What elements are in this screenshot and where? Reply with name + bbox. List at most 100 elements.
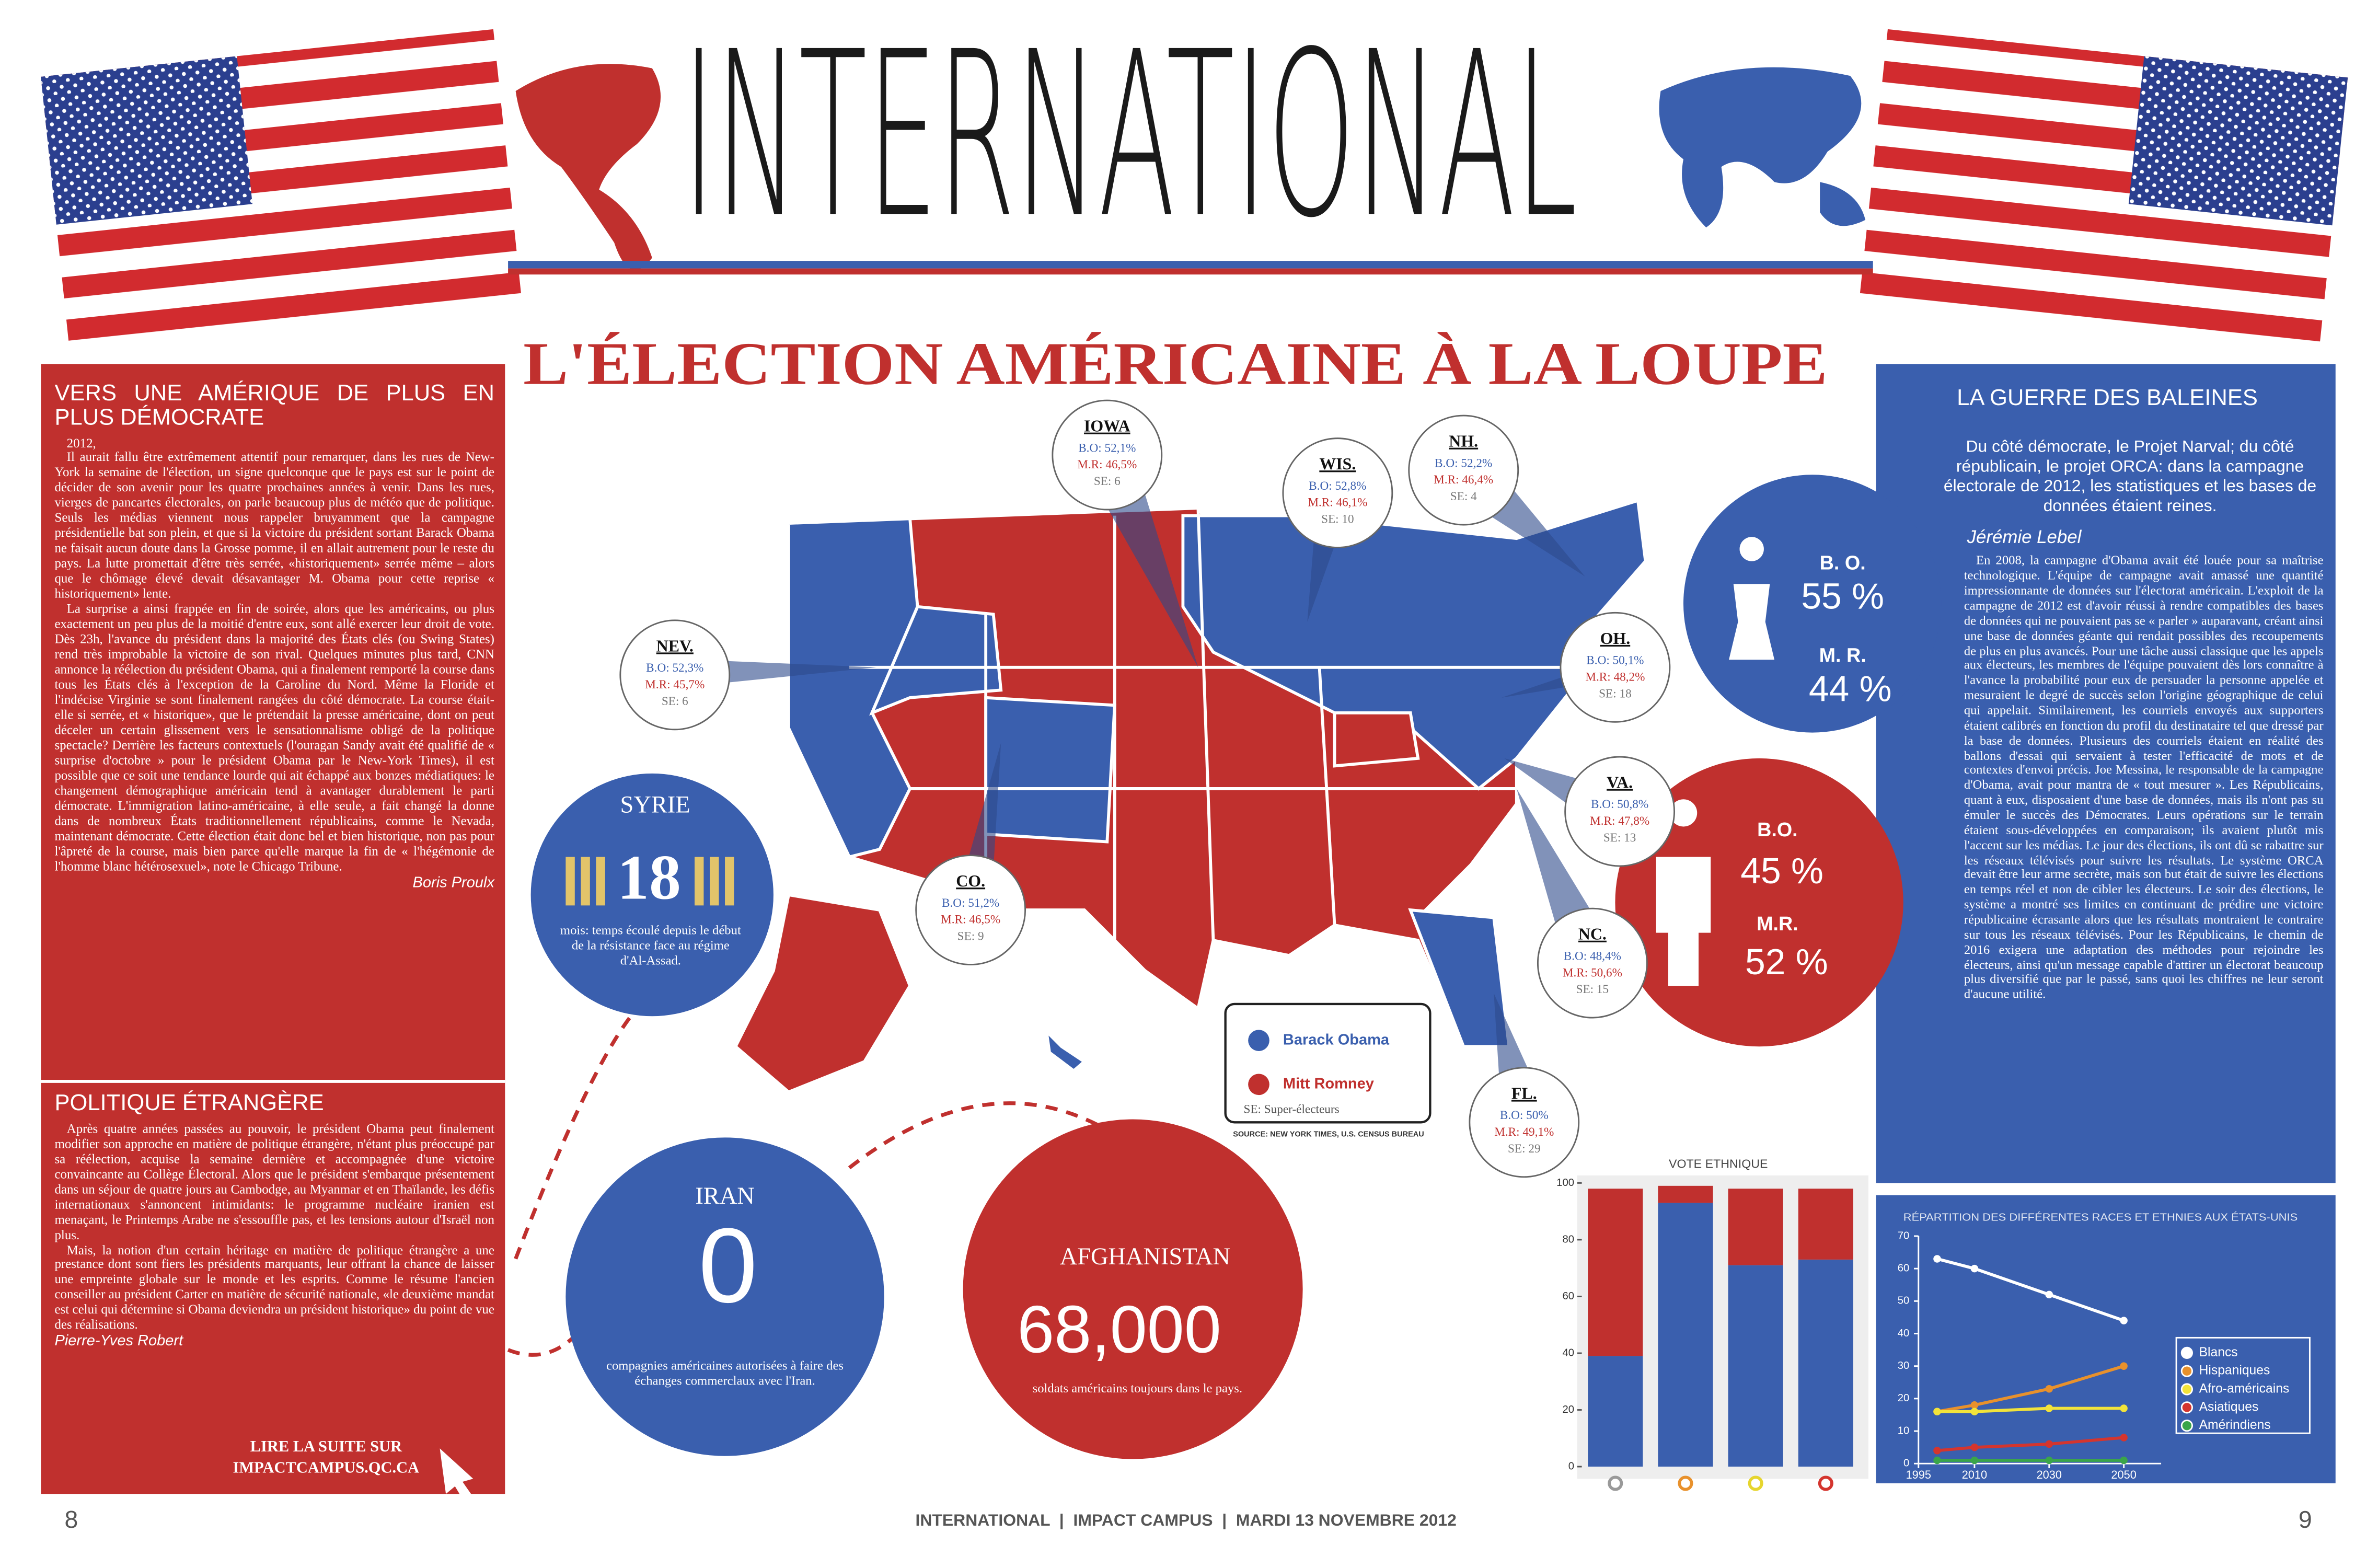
- label: B.O.: [1757, 818, 1798, 840]
- y-tick-label: 100: [1556, 1177, 1574, 1189]
- series-line: [1937, 1406, 2124, 1413]
- point: [1933, 1456, 1941, 1465]
- bar-segment: [1798, 1189, 1853, 1260]
- author: Boris Proulx: [412, 874, 494, 892]
- article: VERS UNE AMÉRIQUE DE PLUS EN PLUS DÉMOCR…: [54, 382, 494, 892]
- callout: [1564, 756, 1676, 867]
- legend-label: Hispaniques: [2199, 1364, 2270, 1378]
- chart-title: RÉPARTITION DES DIFFÉRENTES RACES ET ETH…: [1903, 1211, 2298, 1223]
- y-tick-label: 10: [1898, 1425, 1910, 1436]
- bar-segment: [1588, 1189, 1643, 1356]
- afghanistan-circle: [963, 1119, 1303, 1459]
- syrie-circle: [530, 773, 774, 1017]
- man-icon: [1656, 799, 1711, 986]
- label: M. R.: [1819, 644, 1866, 666]
- bubble-title: IRAN: [695, 1183, 754, 1209]
- state-name: WIS.: [1319, 455, 1356, 473]
- point: [2045, 1456, 2053, 1465]
- point: [2120, 1362, 2128, 1370]
- y-tick-label: 60: [1562, 1290, 1574, 1302]
- state-name: IOWA: [1084, 417, 1130, 435]
- point: [2120, 1456, 2128, 1465]
- paragraph: La surprise a ainsi frappée en fin de so…: [54, 601, 494, 873]
- point: [2045, 1404, 2053, 1412]
- bar-segment: [1728, 1189, 1783, 1265]
- article-body: Après quatre années passées au pouvoir, …: [54, 1120, 494, 1334]
- flag-left: [41, 29, 523, 356]
- obama-share: B.O: 50%: [1500, 1109, 1549, 1122]
- article: LA GUERRE DES BALEINES Du côté démocrate…: [1891, 385, 2324, 1003]
- legend-swatch: [1248, 1074, 1269, 1096]
- label: M.R.: [1757, 913, 1798, 935]
- paragraph: 2012,: [66, 434, 96, 450]
- romney-share: M.R: 46,4%: [1434, 473, 1493, 487]
- electors: SE: 15: [1576, 983, 1609, 996]
- legend-label: Amérindiens: [2199, 1418, 2271, 1432]
- romney-share: M.R: 46,5%: [941, 913, 1000, 927]
- value: 45 %: [1740, 850, 1823, 891]
- romney-share: M.R: 49,1%: [1494, 1125, 1554, 1139]
- bar-segment: [1658, 1203, 1713, 1467]
- label: B. O.: [1820, 551, 1866, 573]
- legend-label: Barack Obama: [1283, 1031, 1390, 1048]
- article: POLITIQUE ÉTRANGÈRE Après quatre années …: [54, 1092, 494, 1351]
- caption: compagnies américaines autorisées à fair…: [606, 1357, 844, 1388]
- legend-box: [1224, 1002, 1432, 1124]
- legend-swatch: [2180, 1401, 2193, 1414]
- bubble-number: 0: [698, 1206, 757, 1325]
- legend-label: SE: Super-électeurs: [1243, 1102, 1339, 1116]
- x-tick-label: 1995: [1906, 1468, 1931, 1481]
- callout: [1537, 907, 1648, 1019]
- paragraph: En 2008, la campagne d'Obama avait été l…: [1964, 552, 2324, 1002]
- chart-title: VOTE ETHNIQUE: [1669, 1157, 1768, 1171]
- x-tick-label: 2050: [2111, 1468, 2136, 1481]
- page-number: 9: [2299, 1506, 2312, 1533]
- us-map: [733, 498, 1647, 1094]
- callout: [1052, 399, 1163, 511]
- state-name: FL.: [1511, 1084, 1537, 1102]
- footer: INTERNATIONAL | IMPACT CAMPUS | MARDI 13…: [915, 1511, 1456, 1529]
- romney-share: M.R: 47,8%: [1590, 814, 1649, 828]
- article-title: LA GUERRE DES BALEINES: [1957, 385, 2258, 411]
- series-line: [1937, 1436, 2124, 1452]
- point: [2045, 1440, 2053, 1448]
- rule: [508, 268, 1873, 275]
- electors: SE: 6: [1094, 475, 1121, 488]
- romney-share: M.R: 46,5%: [1077, 458, 1137, 471]
- legend-box: [2175, 1336, 2311, 1434]
- romney-share: M.R: 46,1%: [1308, 496, 1367, 510]
- state-name: NEV.: [656, 637, 694, 655]
- value: 55 %: [1801, 576, 1884, 617]
- bar-segment: [1658, 1185, 1713, 1203]
- caption: soldats américains toujours dans le pays…: [1032, 1380, 1243, 1396]
- paragraph: Après quatre années passées au pouvoir, …: [54, 1120, 494, 1242]
- read-more-link[interactable]: LIRE LA SUITE SUR IMPACTCAMPUS.QC.CA: [233, 1439, 420, 1477]
- point: [1970, 1264, 1979, 1273]
- obama-share: B.O: 48,4%: [1564, 949, 1621, 963]
- point: [1933, 1447, 1941, 1455]
- bullets: [565, 857, 734, 906]
- group-icon: [1608, 1475, 1623, 1491]
- legend-swatch: [1248, 1030, 1269, 1051]
- bar-segment: [1728, 1265, 1783, 1467]
- bubble-title: AFGHANISTAN: [1060, 1243, 1230, 1270]
- bar-segment: [1588, 1356, 1643, 1467]
- y-tick-label: 80: [1562, 1233, 1574, 1245]
- series-line: [1936, 1257, 2125, 1322]
- point: [1970, 1408, 1979, 1415]
- article-title: VERS UNE AMÉRIQUE DE PLUS EN PLUS DÉMOCR…: [54, 381, 494, 431]
- subtitle: L'ÉLECTION AMÉRICAINE À LA LOUPE: [523, 331, 1828, 398]
- state-name: NC.: [1578, 925, 1607, 943]
- electors: SE: 29: [1508, 1142, 1541, 1156]
- flag-right: [1858, 29, 2348, 357]
- y-tick-label: 40: [1562, 1347, 1574, 1358]
- chart-panel: [1876, 1195, 2336, 1483]
- electors: SE: 9: [957, 930, 984, 943]
- point: [2120, 1404, 2128, 1412]
- woman-icon: [1729, 537, 1775, 660]
- y-tick-label: 60: [1898, 1262, 1910, 1274]
- point: [1970, 1456, 1979, 1465]
- rule: [508, 261, 1873, 269]
- legend-label: Blancs: [2199, 1345, 2238, 1359]
